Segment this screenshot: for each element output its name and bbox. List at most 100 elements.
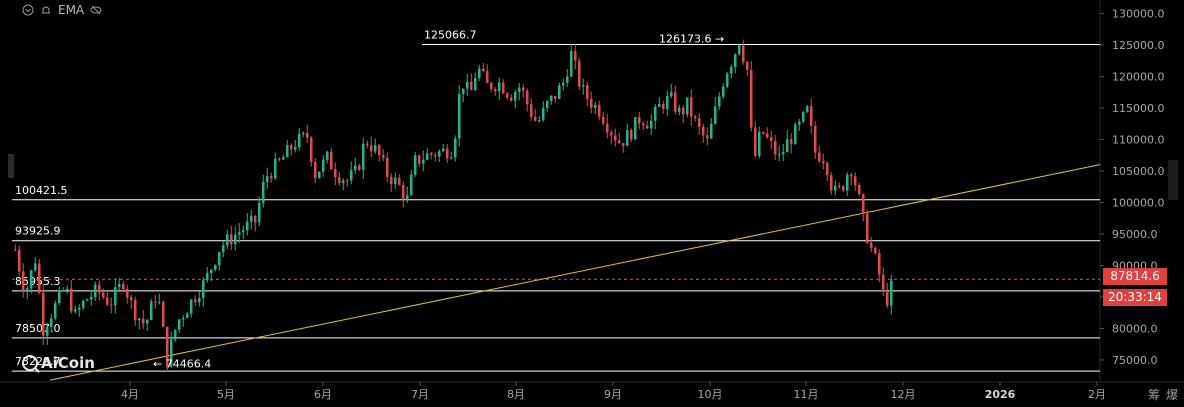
candle-body — [698, 118, 701, 127]
candle-body — [526, 90, 529, 105]
candle-body — [30, 270, 33, 289]
candle-body — [630, 129, 633, 140]
candle-body — [458, 94, 461, 139]
support-level-label: 93925.9 — [15, 225, 61, 238]
candle-body — [82, 300, 85, 308]
candle-body — [430, 153, 433, 155]
candle-body — [238, 232, 241, 235]
candle-body — [870, 242, 873, 248]
x-tick-label: 8月 — [507, 388, 525, 401]
candle-body — [142, 318, 145, 324]
candle-body — [794, 124, 797, 145]
candle-body — [650, 120, 653, 129]
chevron-toggle-icon[interactable] — [22, 4, 34, 16]
chips-tool-icon[interactable]: 筹 — [1147, 388, 1160, 402]
candle-body — [202, 280, 205, 299]
y-tick-label: 110000.0 — [1112, 133, 1165, 146]
candle-body — [674, 92, 677, 112]
candle-body — [654, 106, 657, 121]
candle-body — [338, 177, 341, 184]
candle-body — [406, 195, 409, 199]
candle-body — [466, 81, 469, 89]
candle-body — [758, 131, 761, 156]
candle-body — [614, 135, 617, 141]
alert-bell-icon[interactable] — [40, 4, 52, 16]
candle-body — [658, 103, 661, 107]
left-scroll-handle[interactable] — [8, 154, 14, 178]
candle-body — [178, 319, 181, 330]
y-tick-label: 75000.0 — [1112, 354, 1158, 367]
candle-body — [578, 60, 581, 87]
candle-body — [286, 145, 289, 158]
candle-body — [298, 133, 301, 147]
candle-body — [146, 320, 149, 324]
candle-body — [634, 117, 637, 140]
candle-body — [514, 92, 517, 101]
candle-body — [426, 153, 429, 160]
candle-body — [354, 165, 357, 171]
candle-body — [670, 92, 673, 97]
candle-body — [438, 151, 441, 157]
candle-body — [810, 106, 813, 126]
candle-body — [574, 51, 577, 61]
current-price-tag: 87814.6 — [1103, 268, 1167, 285]
candle-body — [702, 126, 705, 136]
candle-body — [138, 318, 141, 321]
candle-body — [782, 152, 785, 155]
candle-body — [890, 280, 893, 306]
candle-body — [486, 70, 489, 83]
candle-body — [682, 107, 685, 115]
candle-body — [294, 146, 297, 150]
candle-body — [842, 186, 845, 191]
candle-body — [722, 86, 725, 97]
candle-body — [26, 288, 29, 292]
support-level-label: 78507.0 — [15, 322, 61, 335]
candle-body — [126, 288, 129, 298]
indicator-label-ema[interactable]: EMA — [58, 3, 85, 17]
candle-body — [646, 125, 649, 129]
candle-body — [38, 263, 41, 293]
support-level-label: 125066.7 — [424, 29, 477, 42]
y-tick-label: 130000.0 — [1112, 7, 1165, 20]
candle-body — [322, 159, 325, 172]
liquidation-tool-icon[interactable]: 爆 — [1165, 388, 1178, 402]
candle-body — [642, 123, 645, 126]
candle-body — [122, 283, 125, 289]
candle-body — [250, 215, 253, 222]
candle-body — [162, 301, 165, 327]
candle-body — [666, 96, 669, 109]
candle-body — [318, 171, 321, 179]
candle-body — [762, 131, 765, 134]
candle-body — [434, 154, 437, 157]
candle-body — [314, 161, 317, 179]
x-tick-label: 12月 — [891, 388, 916, 401]
candle-body — [618, 140, 621, 144]
candle-body — [510, 97, 513, 101]
candle-body — [498, 82, 501, 92]
candle-body — [170, 339, 173, 367]
candle-body — [714, 106, 717, 124]
candle-body — [386, 157, 389, 177]
right-scroll-handle[interactable] — [1168, 160, 1178, 200]
candle-body — [358, 165, 361, 170]
candle-body — [114, 287, 117, 306]
y-tick-label: 105000.0 — [1112, 165, 1165, 178]
candle-body — [382, 155, 385, 158]
candle-body — [378, 145, 381, 156]
candle-body — [766, 133, 769, 138]
candle-body — [334, 169, 337, 178]
candle-body — [182, 317, 185, 320]
candle-body — [278, 158, 281, 160]
candle-body — [106, 297, 109, 305]
candle-body — [362, 143, 365, 170]
candle-body — [118, 283, 121, 288]
visibility-off-icon[interactable] — [90, 4, 102, 16]
candle-body — [546, 101, 549, 108]
candle-body — [306, 132, 309, 138]
candle-body — [246, 221, 249, 231]
aicoin-logo-icon — [22, 355, 38, 371]
x-tick-label: 2026 — [985, 388, 1016, 401]
candle-body — [226, 234, 229, 246]
